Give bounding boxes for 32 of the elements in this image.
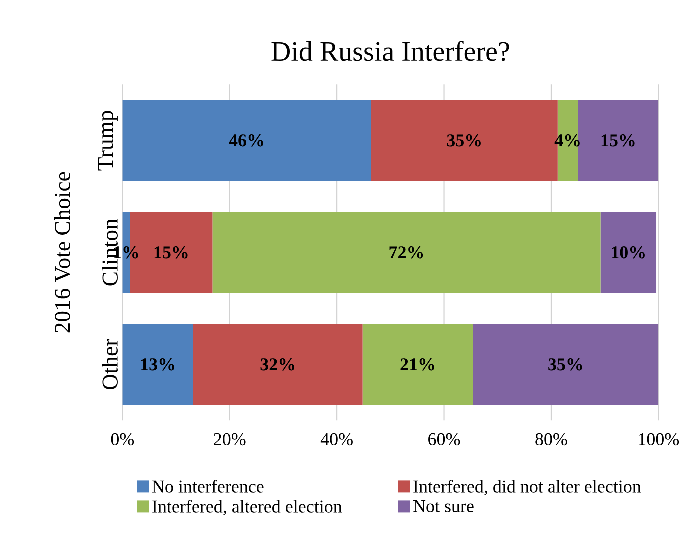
bar	[578, 100, 659, 181]
data-label: 15%	[602, 134, 635, 147]
chart-title: Did Russia Interfere?	[272, 41, 510, 62]
legend-label: Interfered, did not alter election	[414, 480, 642, 496]
bar	[122, 100, 372, 181]
data-label: 32%	[260, 358, 294, 371]
bar	[362, 324, 474, 405]
x-tick-label: 60%	[428, 433, 460, 446]
data-label: 46%	[229, 134, 264, 147]
data-label: 13%	[141, 358, 174, 371]
x-tick-label: 100%	[639, 433, 680, 446]
data-label: 35%	[447, 134, 481, 147]
legend-label: Not sure	[414, 500, 474, 512]
data-label: 15%	[154, 246, 188, 259]
data-label: 35%	[548, 358, 582, 371]
bar	[193, 324, 363, 405]
x-tick-label: 40%	[320, 433, 353, 446]
y-tick-label: Other	[102, 339, 118, 390]
y-axis-title: 2016 Vote Choice	[54, 172, 70, 333]
bar	[600, 212, 657, 293]
bar	[122, 324, 194, 405]
legend-label: Interfered, altered election	[152, 500, 342, 516]
y-tick-label: Trump	[98, 111, 118, 171]
bar	[212, 212, 601, 293]
data-label: 21%	[400, 358, 434, 371]
bar	[473, 324, 659, 405]
legend-label: No interference	[152, 480, 264, 493]
x-tick-label: 0%	[111, 433, 134, 446]
x-tick-label: 20%	[214, 433, 246, 446]
data-label: 10%	[612, 246, 645, 259]
x-tick-label: 80%	[536, 433, 568, 446]
data-label: 72%	[390, 246, 424, 259]
